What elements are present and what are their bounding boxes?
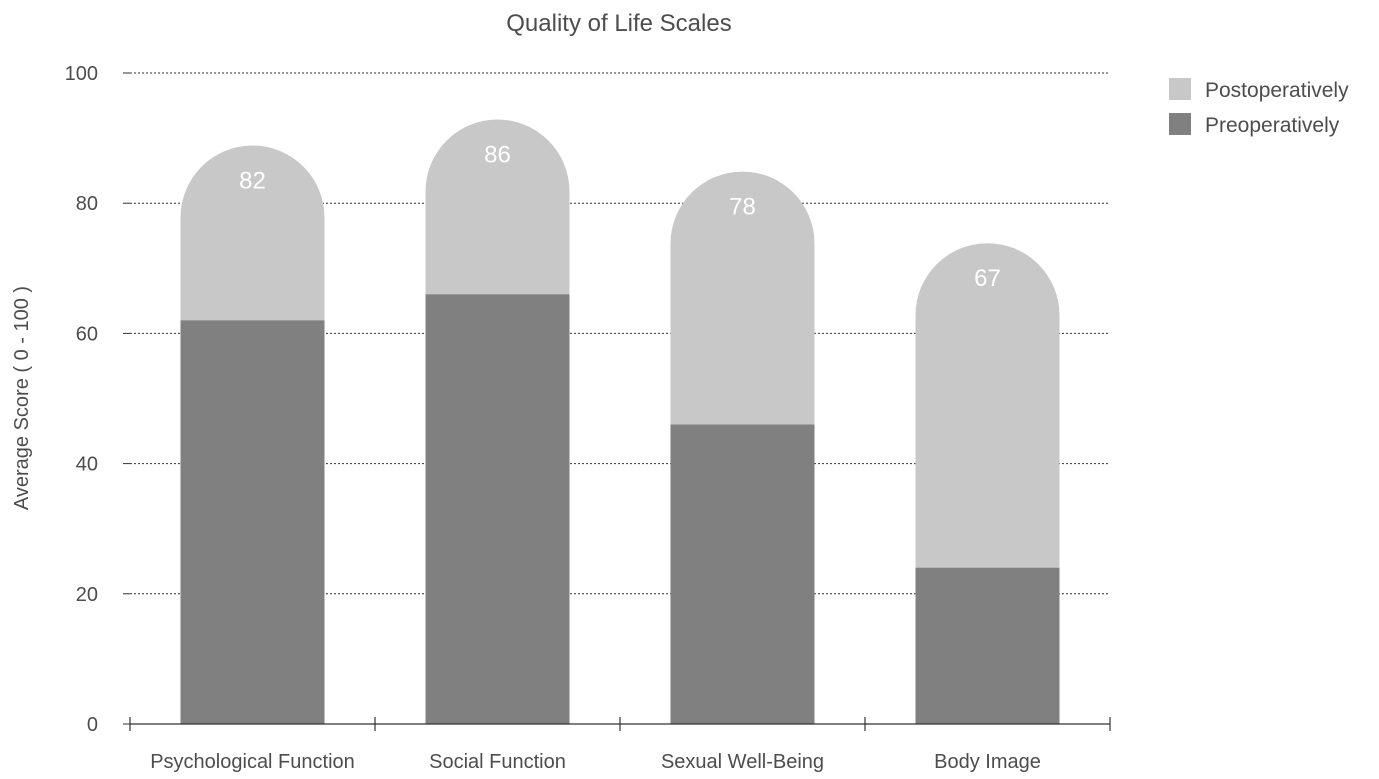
data-label-body-image: 67 (974, 265, 1001, 292)
data-label-social-function: 86 (484, 142, 511, 169)
legend-label-preoperatively: Preoperatively (1205, 114, 1340, 137)
legend: Postoperatively Preoperatively (1169, 78, 1349, 137)
x-tick-label-social-function: Social Function (429, 751, 566, 773)
data-label-psychological-function: 82 (239, 168, 266, 195)
x-tick-label-body-image: Body Image (934, 751, 1041, 773)
x-tick-label-psychological-function: Psychological Function (150, 751, 355, 773)
bar-preoperatively-sexual-well-being (670, 424, 815, 724)
y-tick-label: 20 (76, 584, 98, 606)
bars: 82 86 78 67 (180, 119, 1060, 725)
y-tick-label: 60 (76, 323, 98, 345)
y-axis-ticks: 0 20 40 60 80 100 (65, 63, 130, 736)
data-label-sexual-well-being: 78 (729, 194, 756, 221)
bar-preoperatively-body-image (915, 567, 1060, 724)
y-tick-label: 80 (76, 193, 98, 215)
y-axis-label: Average Score ( 0 - 100 ) (11, 286, 33, 510)
y-tick-label: 40 (76, 454, 98, 476)
y-tick-label: 100 (65, 63, 98, 85)
y-tick-label: 0 (87, 714, 98, 736)
chart-title: Quality of Life Scales (506, 10, 731, 37)
x-axis-ticks: Psychological Function Social Function Sex… (150, 751, 1041, 773)
legend-label-postoperatively: Postoperatively (1205, 79, 1349, 102)
legend-swatch-postoperatively (1169, 78, 1191, 100)
bar-preoperatively-social-function (425, 294, 570, 724)
legend-swatch-preoperatively (1169, 113, 1191, 135)
x-axis (129, 717, 1111, 731)
x-tick-label-sexual-well-being: Sexual Well-Being (661, 751, 824, 773)
bar-preoperatively-psychological-function (180, 320, 325, 724)
